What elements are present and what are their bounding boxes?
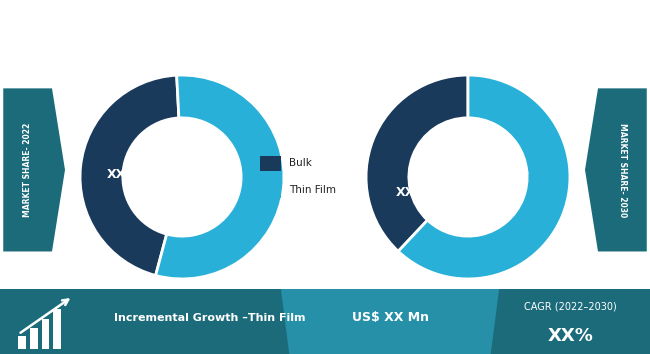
Text: MARKET SHARE- 2030: MARKET SHARE- 2030 xyxy=(618,123,627,217)
Wedge shape xyxy=(80,75,179,275)
Wedge shape xyxy=(366,75,468,251)
Bar xyxy=(18,337,26,349)
Bar xyxy=(260,156,281,171)
Polygon shape xyxy=(281,289,499,354)
Text: XX%: XX% xyxy=(396,186,428,199)
Text: Bulk: Bulk xyxy=(289,158,312,169)
Polygon shape xyxy=(585,88,647,251)
Text: XX%: XX% xyxy=(107,169,138,182)
Text: XX%: XX% xyxy=(498,165,530,178)
Bar xyxy=(42,319,49,349)
Bar xyxy=(53,309,61,349)
Text: Incremental Growth –Thin Film: Incremental Growth –Thin Film xyxy=(114,313,306,323)
Polygon shape xyxy=(3,88,65,251)
Text: US$ XX Mn: US$ XX Mn xyxy=(352,312,428,325)
Text: XX%: XX% xyxy=(202,171,233,183)
Text: XX%: XX% xyxy=(548,327,593,345)
Wedge shape xyxy=(398,75,570,279)
Bar xyxy=(260,182,281,198)
Text: CAGR (2022–2030): CAGR (2022–2030) xyxy=(525,301,617,311)
Text: Thin Film: Thin Film xyxy=(289,185,336,195)
Text: MARKET BY TYPE: MARKET BY TYPE xyxy=(72,16,232,34)
Wedge shape xyxy=(155,75,284,279)
Text: MARKET SHARE- 2022: MARKET SHARE- 2022 xyxy=(23,123,32,217)
Bar xyxy=(30,328,38,349)
